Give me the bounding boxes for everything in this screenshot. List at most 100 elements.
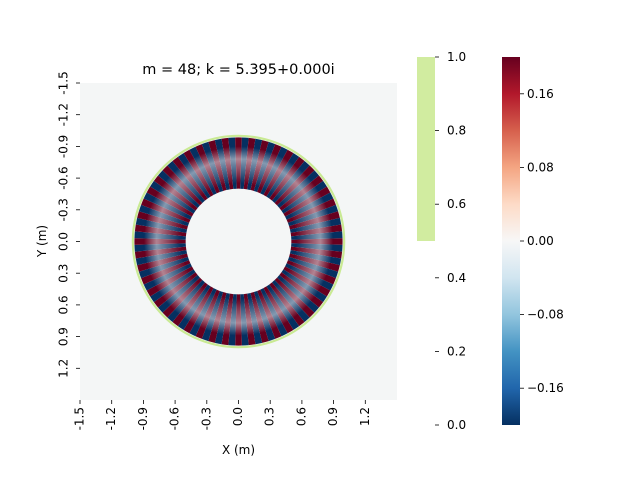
mode-lobe: [287, 204, 339, 227]
mask-tick-label: 0.8: [447, 124, 466, 138]
mode-lobe: [138, 204, 190, 227]
mode-lobe: [263, 149, 294, 197]
y-tick-label: 0.3: [57, 264, 71, 283]
mask-tick-label: 0.4: [447, 271, 466, 285]
mode-lobe: [250, 292, 269, 343]
mode-lobe: [167, 161, 205, 203]
mode-lobe: [189, 288, 217, 337]
mode-lobe: [243, 293, 256, 346]
mode-lobe: [289, 250, 342, 266]
mode-lobe: [257, 144, 282, 194]
y-tick-label: 0.9: [57, 327, 71, 346]
y-axis-label: Y (m): [35, 225, 49, 258]
mode-lobe: [138, 256, 190, 279]
mode-lobe: [290, 224, 343, 237]
field-background: [80, 83, 397, 400]
mode-lobe: [177, 153, 211, 199]
x-tick-label: -0.9: [136, 407, 150, 430]
mode-lobe: [146, 266, 194, 297]
mode-lobe: [201, 290, 224, 342]
y-tick-label: 1.2: [57, 359, 71, 378]
mode-lobe: [208, 292, 227, 343]
mode-lobe: [177, 284, 211, 330]
x-tick-label: 0.6: [294, 407, 308, 426]
mode-lobe: [272, 161, 310, 203]
x-tick-label: -0.6: [168, 407, 182, 430]
mode-lobe: [289, 211, 340, 230]
x-tick-label: -0.3: [199, 407, 213, 430]
mode-lobe: [291, 243, 343, 252]
y-axis: -1.5 -1.2 -0.9 -0.6 -0.3 0.0 0.3 0.6 0.9 1.2: [57, 71, 80, 378]
x-tick-label: 0.0: [231, 407, 245, 426]
y-tick-label: 0.6: [57, 295, 71, 314]
field-colorbar-gradient: [502, 57, 520, 425]
y-tick-label: -1.5: [57, 71, 71, 94]
mode-lobe: [277, 170, 319, 208]
mask-colorbar-fill: [417, 57, 435, 241]
x-axis: -1.5 -1.2 -0.9 -0.6 -0.3 0.0 0.3 0.6 0.9 1.2: [73, 400, 372, 430]
mode-lobe: [141, 260, 191, 285]
mode-lobe: [279, 272, 324, 308]
mode-lobe: [150, 180, 196, 214]
boundary-circle: [131, 134, 346, 349]
mode-lobe: [269, 156, 305, 201]
mode-lobe: [135, 250, 188, 266]
mode-lobe: [195, 144, 220, 194]
field-tick-label: 0.08: [527, 160, 554, 174]
mode-lobe: [281, 269, 327, 303]
mode-lobe: [250, 140, 269, 191]
mode-lobe: [247, 138, 263, 191]
heatmap-axes: -1.5 -1.2 -0.9 -0.6 -0.3 0.0 0.3 0.6 0.9 1.2 -1.5…: [35, 62, 397, 457]
mode-lobe: [172, 156, 208, 201]
mode-lobe: [247, 292, 263, 345]
mode-lobe: [260, 288, 288, 337]
x-tick-label: 1.2: [358, 407, 372, 426]
mode-lobe: [289, 217, 342, 233]
mode-lobe: [253, 290, 276, 342]
mode-lobe: [287, 256, 339, 279]
mode-lobe: [266, 284, 300, 330]
mode-lobe: [281, 180, 327, 214]
mode-lobe: [240, 137, 249, 189]
mode-lobe: [235, 137, 242, 189]
field-colorbar-ticks: −0.16 −0.08 0.00 0.08 0.16: [520, 87, 564, 395]
mode-lobe: [208, 140, 227, 191]
mode-lobe: [253, 141, 276, 193]
mode-lobe: [266, 153, 300, 199]
mode-lobe: [291, 231, 343, 240]
mode-lobe: [158, 170, 200, 208]
mode-lobe: [235, 294, 242, 346]
mode-lobe: [263, 286, 294, 334]
mode-lobe: [172, 282, 208, 327]
mode-lobe: [135, 217, 188, 233]
mask-tick-label: 0.0: [447, 418, 466, 432]
mode-lobe: [167, 280, 205, 322]
mode-lobe: [240, 294, 249, 346]
mode-lobe: [279, 175, 324, 211]
mode-lobe: [137, 211, 188, 230]
mask-colorbar-ticks: 0.0 0.2 0.4 0.6 0.8 1.0: [435, 50, 466, 432]
mode-lobe: [274, 277, 315, 318]
x-tick-label: -1.5: [73, 407, 87, 430]
field-tick-label: −0.08: [527, 308, 564, 322]
mode-lobe: [214, 138, 230, 191]
x-tick-label: -1.2: [104, 407, 118, 430]
mode-lobe: [228, 137, 237, 189]
x-tick-label: 0.9: [326, 407, 340, 426]
mode-lobe: [285, 192, 334, 220]
mode-lobe: [134, 243, 186, 252]
mode-lobe: [289, 253, 340, 272]
mode-lobe: [221, 137, 234, 190]
chart-title: m = 48; k = 5.395+0.000i: [142, 62, 334, 78]
mode-lobe: [134, 224, 187, 237]
mode-lobe: [158, 275, 200, 313]
mode-lobe: [260, 146, 288, 195]
y-tick-label: -0.3: [57, 198, 71, 221]
mode-lobe: [283, 266, 331, 297]
mask-tick-label: 0.2: [447, 344, 466, 358]
mode-lobe: [214, 292, 230, 345]
mode-lobe: [141, 198, 191, 223]
mode-lobe: [183, 149, 214, 197]
mode-lobe: [285, 263, 334, 291]
